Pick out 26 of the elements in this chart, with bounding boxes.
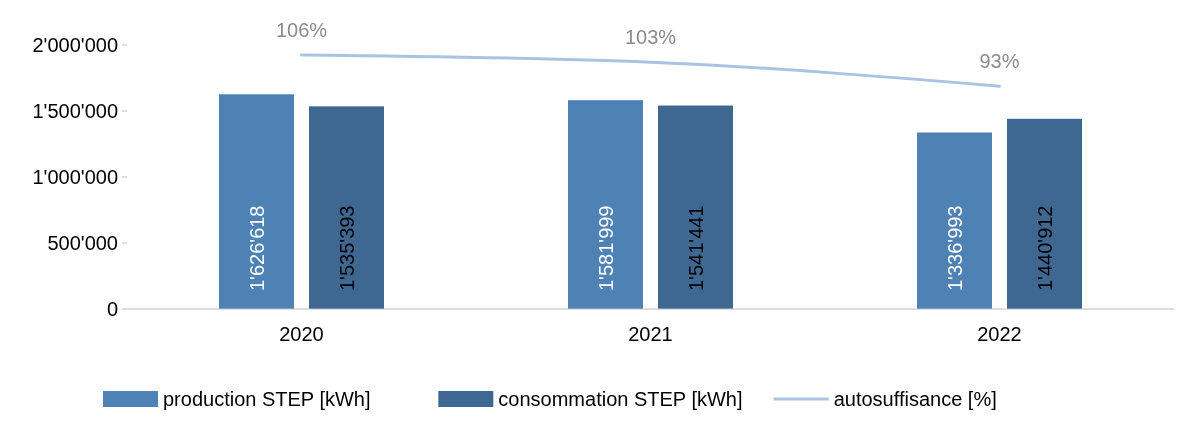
data-label: 106% — [275, 19, 328, 41]
data-label: 93% — [979, 50, 1020, 73]
y-tick-label: 1'000'000 — [32, 166, 118, 188]
x-tick-label: 2020 — [279, 323, 324, 345]
y-tick-label: 500'000 — [47, 232, 118, 254]
data-label: 1'535'393 — [335, 205, 358, 291]
bar — [219, 94, 294, 309]
data-label: 1'440'912 — [1033, 205, 1056, 291]
data-label: 1'336'993 — [943, 205, 966, 291]
bar — [309, 106, 384, 309]
legend-label: consommation STEP [kWh] — [498, 388, 743, 410]
legend-label: autosuffisance [%] — [833, 388, 997, 410]
data-label: 1'541'441 — [684, 205, 707, 291]
bar — [1007, 118, 1082, 309]
x-tick-label: 2022 — [977, 323, 1022, 345]
y-tick-label: 1'500'000 — [32, 100, 118, 122]
bar — [568, 100, 643, 309]
legend-label: production STEP [kWh] — [163, 388, 371, 410]
x-tick-label: 2021 — [628, 323, 673, 345]
bar — [658, 105, 733, 309]
data-label: 103% — [624, 26, 677, 49]
y-tick-label: 2'000'000 — [32, 34, 118, 56]
y-tick-label: 0 — [106, 298, 118, 320]
bar — [917, 132, 992, 309]
data-label: 1'626'618 — [245, 205, 268, 291]
data-label: 1'581'999 — [594, 205, 617, 291]
